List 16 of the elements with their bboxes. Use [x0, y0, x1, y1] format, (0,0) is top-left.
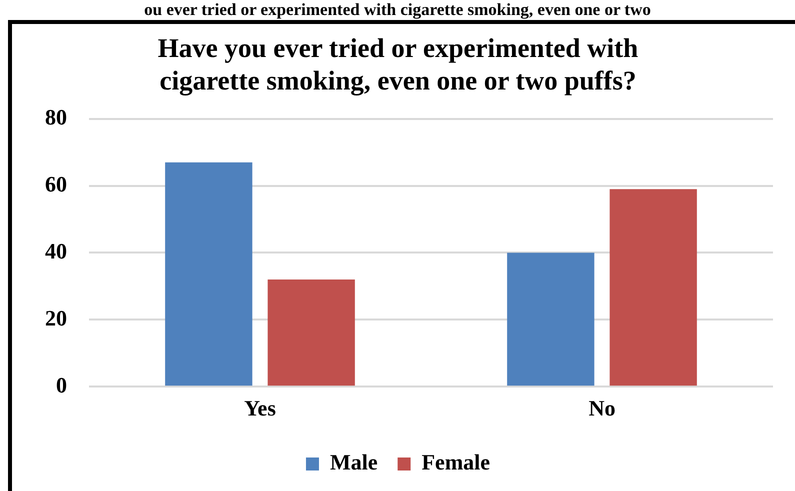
text: ou ever tried or experimented with cigarette smoking, even one or two [143, 0, 652, 20]
y-tick-label: 60 [45, 171, 67, 196]
y-tick-label: 40 [45, 238, 67, 264]
x-tick-label: Yes [244, 395, 276, 420]
y-tick-label: 0 [56, 372, 67, 398]
y-tick-label: 80 [45, 104, 67, 130]
x-tick-label: No [588, 395, 616, 420]
y-tick-label: 20 [45, 305, 67, 330]
text: cigarette smoking, even one or two puffs? [160, 66, 636, 96]
bar [507, 252, 594, 386]
bar [610, 189, 697, 386]
legend-label: Male [330, 450, 378, 475]
bar [268, 279, 355, 386]
text: Have you ever tried or experimented with [158, 33, 638, 64]
bar [165, 162, 252, 386]
legend-label: Female [422, 450, 490, 475]
